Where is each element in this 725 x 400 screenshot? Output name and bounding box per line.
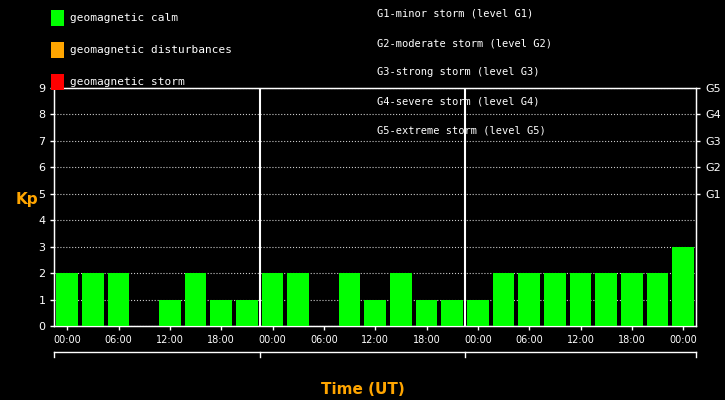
Bar [210,300,232,326]
Bar [287,273,309,326]
Text: Time (UT): Time (UT) [320,382,405,398]
Bar [518,273,540,326]
Bar [390,273,412,326]
Text: G2-moderate storm (level G2): G2-moderate storm (level G2) [377,38,552,48]
Bar [415,300,437,326]
Text: geomagnetic disturbances: geomagnetic disturbances [70,45,231,55]
Bar [492,273,515,326]
Bar [364,300,386,326]
Bar [107,273,130,326]
Bar [442,300,463,326]
Text: geomagnetic calm: geomagnetic calm [70,13,178,23]
Bar [595,273,617,326]
Y-axis label: Kp: Kp [16,192,38,207]
Bar [570,273,592,326]
Text: G1-minor storm (level G1): G1-minor storm (level G1) [377,9,534,19]
Bar [82,273,104,326]
Bar [185,273,207,326]
Bar [647,273,668,326]
Bar [236,300,258,326]
Bar [57,273,78,326]
Text: geomagnetic storm: geomagnetic storm [70,77,184,87]
Bar [339,273,360,326]
Text: G5-extreme storm (level G5): G5-extreme storm (level G5) [377,126,546,136]
Text: G3-strong storm (level G3): G3-strong storm (level G3) [377,68,539,78]
Bar [159,300,181,326]
Bar [262,273,283,326]
Text: G4-severe storm (level G4): G4-severe storm (level G4) [377,97,539,107]
Bar [672,247,694,326]
Bar [467,300,489,326]
Bar [621,273,643,326]
Bar [544,273,566,326]
